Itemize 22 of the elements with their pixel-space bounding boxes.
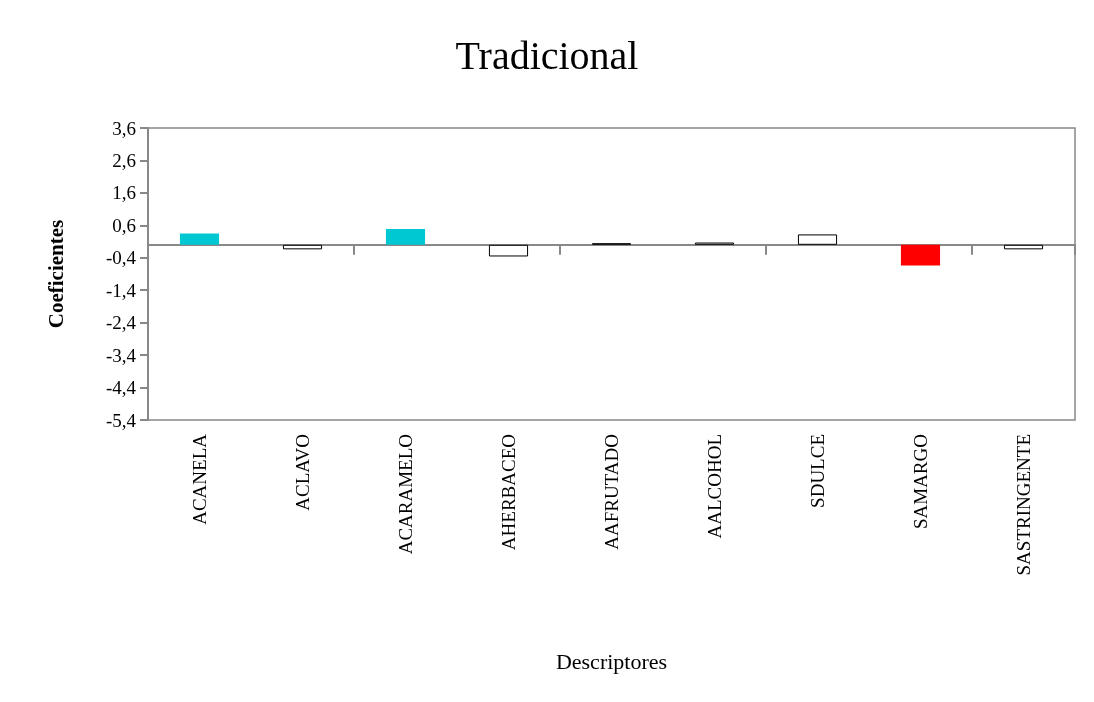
- y-tick-label: 1,6: [112, 182, 136, 204]
- x-tick-label: AAFRUTADO: [601, 434, 622, 550]
- x-tick-label: AALCOHOL: [704, 434, 725, 539]
- chart-title: Tradicional: [455, 32, 639, 78]
- x-tick-label: ACARAMELO: [395, 434, 416, 555]
- y-tick-label: -3,4: [105, 344, 137, 366]
- y-tick-label: 2,6: [112, 149, 136, 171]
- y-axis-title: Coeficientes: [43, 219, 68, 329]
- y-tick-label: -1,4: [105, 279, 137, 301]
- x-axis-title: Descriptores: [555, 648, 668, 674]
- y-tick-label: -5,4: [105, 409, 137, 431]
- x-tick-label: ACANELA: [189, 433, 210, 525]
- y-tick-label: 0,6: [112, 214, 136, 236]
- y-tick-label: -2,4: [105, 312, 137, 334]
- x-tick-label: SASTRINGENTE: [1013, 434, 1034, 576]
- x-tick-label: SDULCE: [807, 434, 828, 508]
- x-tick-label: ACLAVO: [292, 434, 313, 511]
- x-tick-label: AHERBACEO: [498, 434, 519, 551]
- x-tick-label: SAMARGO: [910, 434, 931, 530]
- y-tick-label: -0,4: [105, 247, 137, 269]
- y-tick-label: 3,6: [112, 117, 136, 139]
- y-tick-label: -4,4: [105, 377, 137, 399]
